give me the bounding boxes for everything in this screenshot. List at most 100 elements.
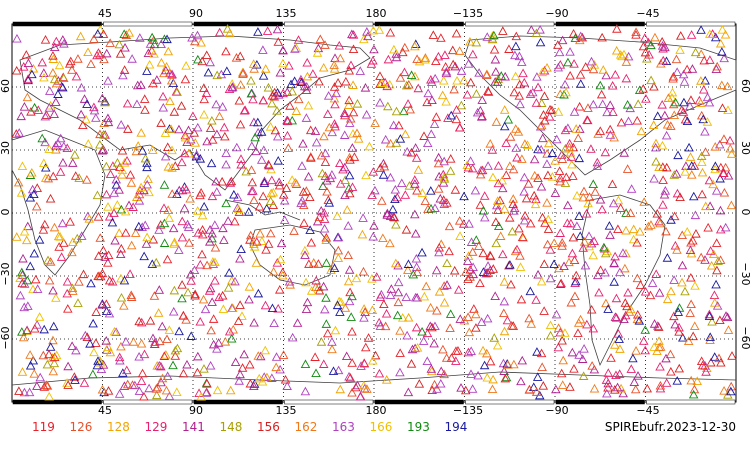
observation-marker bbox=[210, 220, 220, 229]
observation-marker bbox=[490, 291, 500, 300]
observation-marker bbox=[402, 146, 412, 156]
observation-marker bbox=[519, 186, 529, 196]
observation-marker bbox=[314, 285, 325, 295]
observation-marker bbox=[19, 102, 30, 111]
observation-marker bbox=[406, 359, 417, 368]
observation-marker bbox=[615, 203, 626, 212]
observation-marker bbox=[561, 172, 572, 182]
observation-marker bbox=[172, 343, 183, 353]
observation-marker bbox=[340, 162, 350, 172]
observation-marker bbox=[238, 69, 248, 78]
observation-marker bbox=[31, 274, 41, 284]
observation-marker bbox=[647, 278, 658, 287]
observation-marker bbox=[539, 65, 550, 75]
observation-marker bbox=[53, 231, 64, 241]
observation-marker bbox=[462, 256, 473, 265]
observation-marker bbox=[44, 103, 55, 112]
observation-marker bbox=[465, 36, 475, 46]
observation-marker bbox=[265, 228, 276, 238]
observation-marker bbox=[358, 266, 369, 276]
observation-marker bbox=[649, 81, 659, 91]
observation-marker bbox=[582, 319, 592, 329]
observation-marker bbox=[628, 353, 638, 363]
observation-marker bbox=[277, 270, 288, 280]
lat-label-left-m30: −30 bbox=[0, 262, 12, 285]
observation-marker bbox=[574, 350, 584, 359]
observation-marker bbox=[294, 94, 304, 104]
observation-marker bbox=[300, 245, 310, 255]
observation-marker bbox=[359, 34, 369, 44]
lat-label-left-30: 30 bbox=[0, 141, 12, 155]
observation-marker bbox=[344, 296, 355, 306]
observation-marker bbox=[508, 194, 519, 203]
observation-marker bbox=[103, 342, 113, 351]
observation-marker bbox=[92, 50, 102, 60]
observation-marker bbox=[605, 124, 615, 134]
observation-marker bbox=[298, 187, 309, 196]
observation-marker bbox=[273, 37, 284, 46]
observation-marker bbox=[401, 292, 412, 302]
observation-marker bbox=[344, 183, 354, 193]
observation-marker bbox=[660, 186, 671, 195]
south-america-outline bbox=[581, 194, 666, 367]
observation-marker bbox=[563, 200, 573, 210]
observation-marker bbox=[574, 101, 585, 111]
observation-marker bbox=[339, 130, 350, 139]
observation-marker bbox=[662, 294, 673, 304]
frame-scale-bar bbox=[555, 399, 645, 405]
observation-marker bbox=[161, 61, 172, 71]
observation-marker bbox=[268, 266, 279, 276]
observation-marker bbox=[518, 68, 528, 78]
observation-marker bbox=[235, 119, 246, 129]
observation-marker bbox=[475, 200, 486, 209]
observation-marker bbox=[137, 146, 148, 155]
observation-marker bbox=[379, 161, 390, 171]
observation-marker bbox=[550, 188, 561, 197]
observation-marker bbox=[439, 297, 450, 307]
observation-marker bbox=[700, 255, 710, 264]
frame-scale-bar bbox=[193, 21, 283, 27]
observation-marker bbox=[628, 224, 639, 234]
observation-marker bbox=[495, 231, 506, 240]
observation-marker bbox=[614, 334, 624, 343]
observation-marker bbox=[393, 287, 404, 297]
observation-marker bbox=[711, 279, 721, 289]
observation-marker bbox=[667, 92, 677, 102]
observation-marker bbox=[150, 337, 160, 346]
observation-marker bbox=[178, 311, 189, 320]
observation-marker bbox=[438, 75, 449, 85]
observation-marker bbox=[685, 101, 695, 111]
observation-marker bbox=[162, 334, 172, 344]
observation-marker bbox=[488, 172, 498, 182]
observation-marker bbox=[463, 347, 474, 357]
observation-marker bbox=[161, 65, 171, 75]
observation-marker bbox=[571, 270, 581, 280]
observation-marker bbox=[479, 360, 490, 370]
observation-marker bbox=[41, 380, 52, 389]
observation-marker bbox=[248, 186, 258, 195]
observation-marker bbox=[132, 80, 143, 90]
observation-marker bbox=[345, 188, 355, 198]
observation-marker bbox=[575, 79, 586, 88]
observation-marker bbox=[717, 47, 727, 56]
observation-marker bbox=[112, 157, 123, 167]
observation-marker bbox=[254, 201, 265, 211]
observation-marker bbox=[98, 245, 109, 255]
observation-marker bbox=[32, 381, 42, 390]
observation-marker bbox=[640, 286, 651, 296]
observation-marker bbox=[396, 178, 407, 188]
observation-marker bbox=[374, 317, 384, 327]
observation-marker bbox=[652, 111, 663, 120]
observation-marker bbox=[385, 27, 396, 37]
observation-marker bbox=[133, 141, 143, 150]
observation-marker bbox=[271, 362, 281, 372]
observation-marker bbox=[59, 238, 69, 247]
observation-marker bbox=[423, 204, 433, 213]
observation-marker bbox=[644, 49, 654, 59]
observation-marker bbox=[57, 218, 68, 228]
observation-marker bbox=[89, 105, 100, 115]
observation-marker bbox=[11, 65, 22, 75]
observation-marker bbox=[308, 69, 318, 78]
observation-marker bbox=[674, 363, 685, 373]
observation-marker bbox=[499, 121, 510, 131]
